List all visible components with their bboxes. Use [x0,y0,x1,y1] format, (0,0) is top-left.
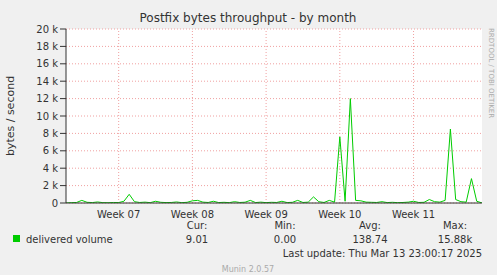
svg-text:Week 10: Week 10 [318,209,361,220]
svg-text:Munin 2.0.57: Munin 2.0.57 [222,265,274,274]
svg-text:6 k: 6 k [43,145,59,156]
svg-text:Max:: Max: [443,220,467,231]
svg-text:RRDTOOL / TOBI OETIKER: RRDTOOL / TOBI OETIKER [487,28,489,118]
svg-text:15.88k: 15.88k [438,234,473,245]
svg-text:Week 07: Week 07 [97,209,140,220]
svg-text:Avg:: Avg: [359,220,381,231]
svg-text:delivered volume: delivered volume [26,234,113,245]
svg-text:Week 08: Week 08 [171,209,214,220]
svg-text:20 k: 20 k [36,24,58,35]
svg-text:Cur:: Cur: [187,220,208,231]
svg-text:Week 11: Week 11 [392,209,435,220]
svg-text:0: 0 [52,198,58,209]
svg-text:10 k: 10 k [36,111,58,122]
svg-text:8 k: 8 k [43,128,59,139]
svg-text:0.00: 0.00 [274,234,296,245]
svg-text:Postfix bytes throughput - by: Postfix bytes throughput - by month [140,11,357,25]
svg-text:2 k: 2 k [43,180,59,191]
svg-text:16 k: 16 k [36,58,58,69]
svg-text:12 k: 12 k [36,93,58,104]
svg-text:4 k: 4 k [43,163,59,174]
svg-text:138.74: 138.74 [353,234,388,245]
svg-text:Week 09: Week 09 [244,209,287,220]
svg-text:Last update: Thu Mar 13 23:00:: Last update: Thu Mar 13 23:00:17 2025 [283,248,482,259]
svg-text:bytes / second: bytes / second [8,76,17,156]
svg-text:Min:: Min: [274,220,295,231]
svg-text:9.01: 9.01 [186,234,208,245]
svg-text:18 k: 18 k [36,41,58,52]
svg-text:14 k: 14 k [36,76,58,87]
